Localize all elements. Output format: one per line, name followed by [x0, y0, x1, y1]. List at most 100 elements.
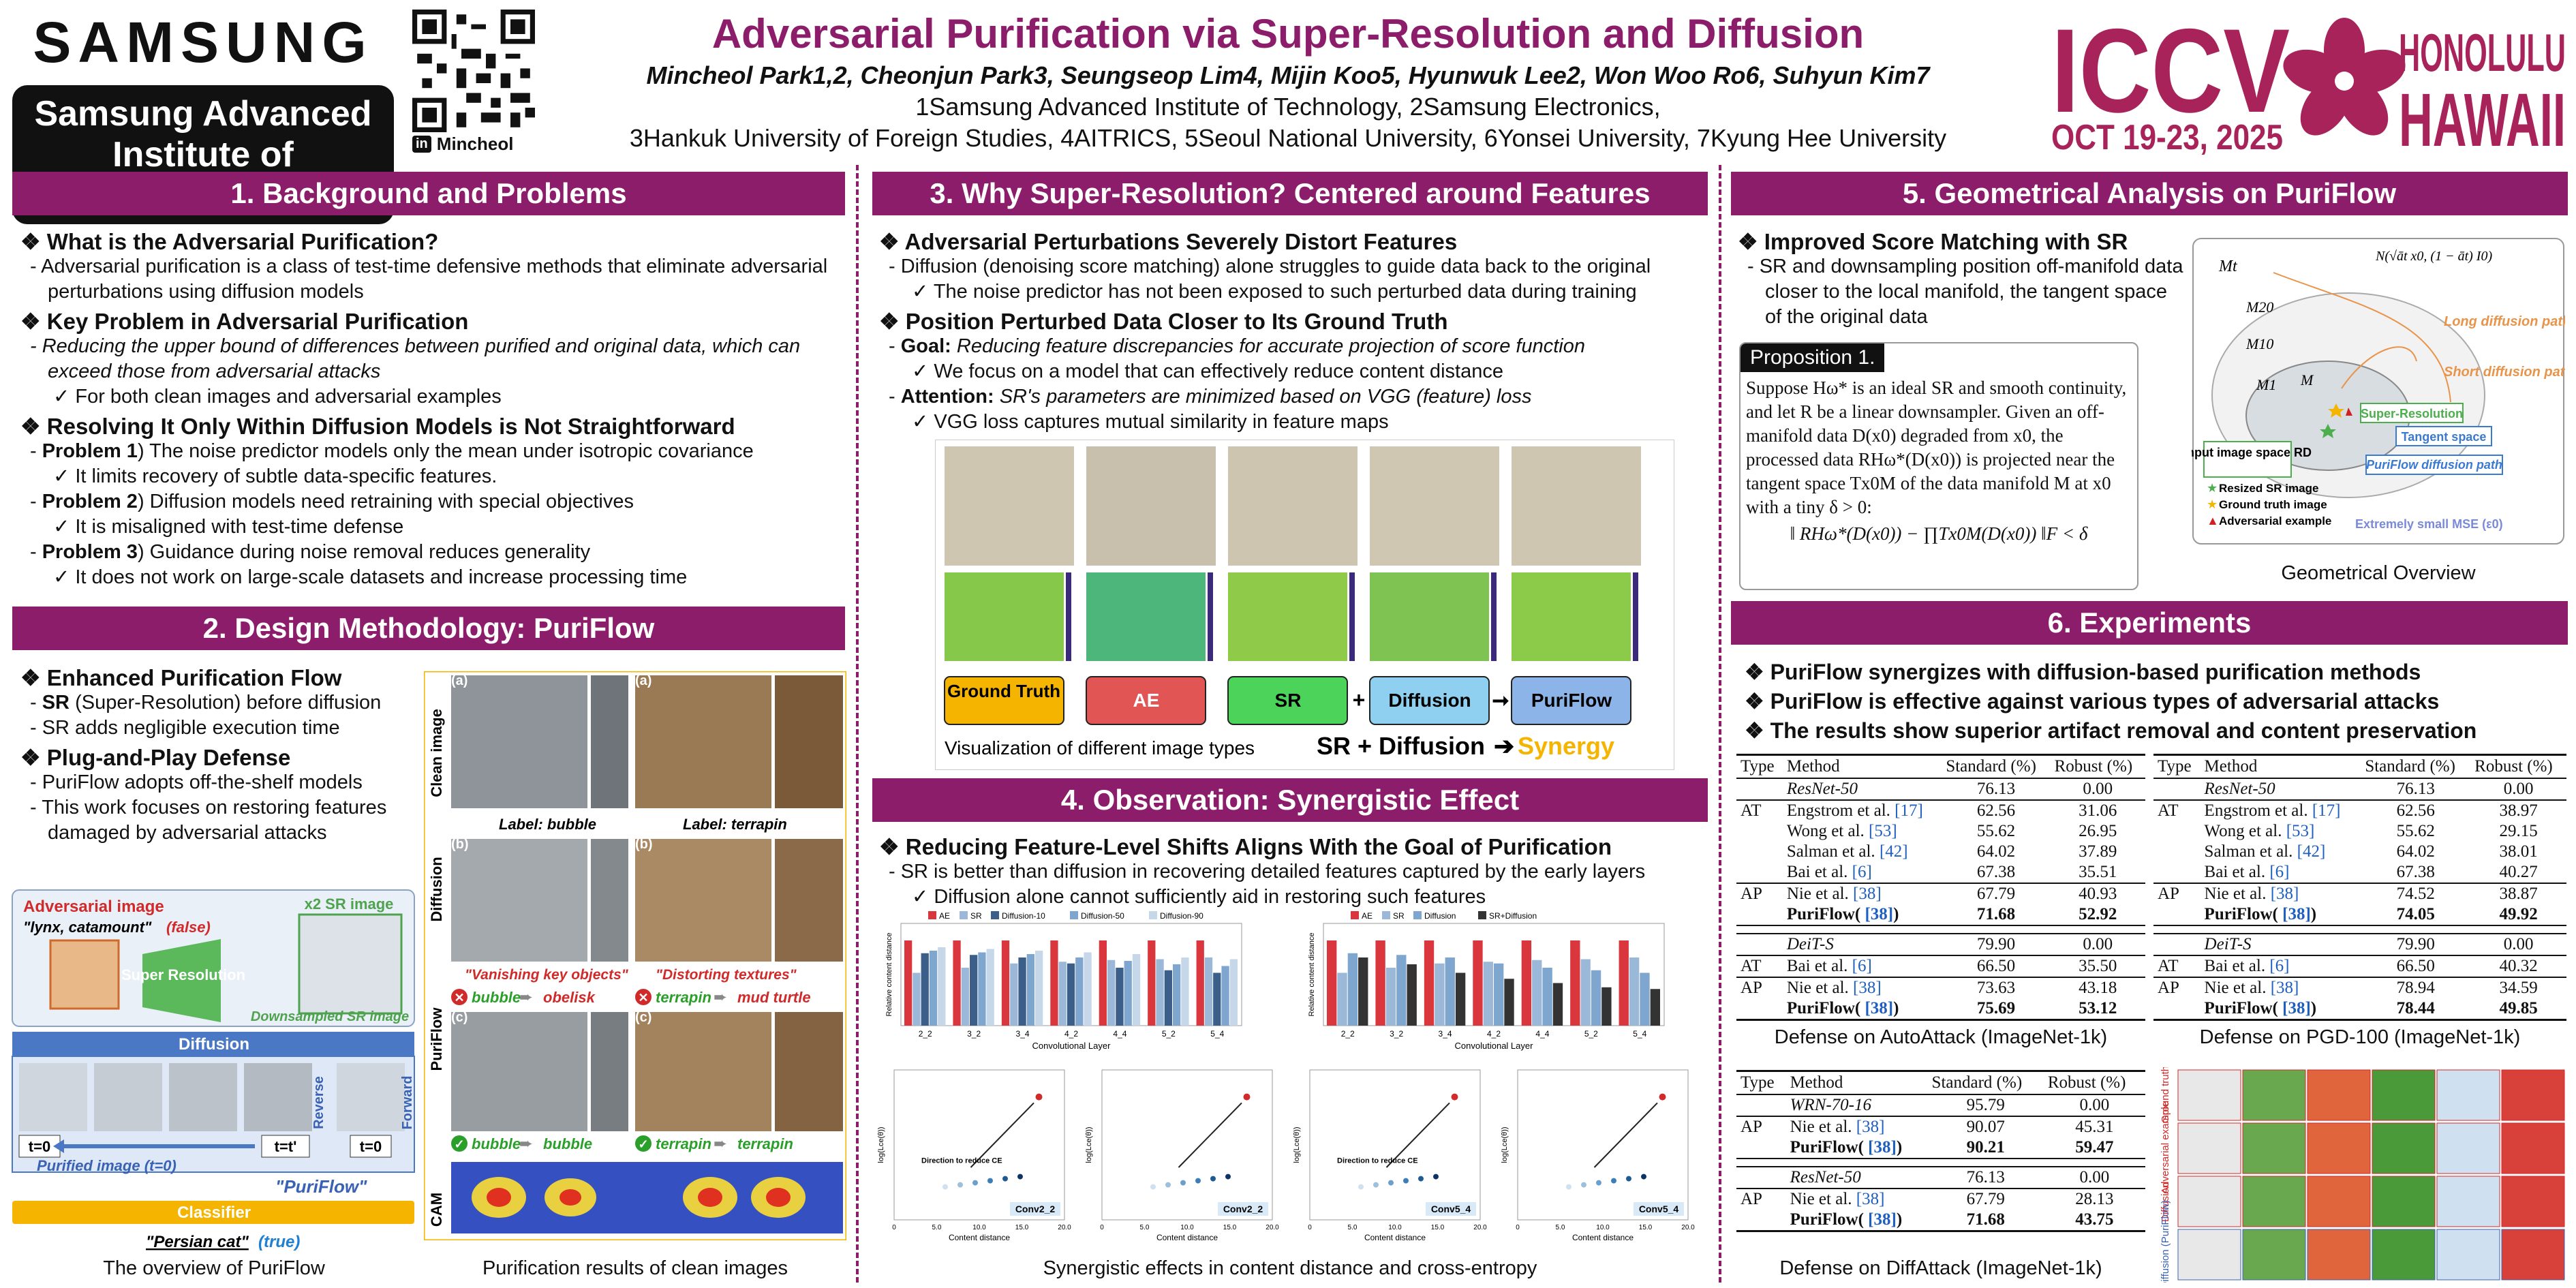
y-axis-label: Relative content distance [885, 933, 893, 1017]
legend-label: SR [970, 911, 982, 921]
citation-link[interactable]: [38] [1856, 1190, 1885, 1208]
s3-check-2: We focus on a model that can effectively… [879, 359, 1707, 384]
citation-link[interactable]: [6] [1852, 957, 1872, 975]
bar-ae [1619, 940, 1629, 1026]
citation-link[interactable]: [38] [1865, 905, 1894, 923]
s3-heading-2: Position Perturbed Data Closer to Its Gr… [879, 309, 1707, 334]
svg-text:➨: ➨ [519, 988, 533, 1007]
qr-name: Mincheol [436, 134, 514, 154]
ce-direction-arrow [1593, 1102, 1658, 1168]
adv-title: Adversarial image [23, 898, 164, 916]
citation-link[interactable]: [38] [1868, 1210, 1897, 1229]
qr-label: in Mincheol [412, 134, 549, 155]
s3-goal: Goal: Reducing feature discrepancies for… [879, 334, 1707, 359]
citation-link[interactable]: [38] [1856, 1118, 1885, 1136]
legend-swatch [1070, 911, 1078, 919]
x-tick-label: 15.0 [1431, 1224, 1445, 1231]
table-row: Bai et al. [6] 67.38 40.27 [2204, 863, 2538, 881]
citation-link[interactable]: [6] [2269, 863, 2290, 881]
table-row: AP Nie et al. [38] 67.79 28.13 [1736, 1188, 2145, 1210]
bar-ae [1424, 940, 1435, 1026]
citation-link[interactable]: [38] [2282, 905, 2311, 923]
panel-label: Conv2_2 [1223, 1203, 1263, 1214]
citation-link[interactable]: [6] [1852, 863, 1872, 881]
bar-sr [1204, 957, 1213, 1026]
tangent-label: Tangent space [2402, 430, 2487, 444]
content-distance-bar-charts: 2_2 3_2 3_4 4_2 4_4 5_2 5_4 Convolutional Layer… [885, 911, 1665, 1051]
svg-text:➨: ➨ [714, 988, 727, 1007]
s6-bullet-1: PuriFlow synergizes with diffusion-based… [1745, 660, 2562, 685]
citation-link[interactable]: [42] [1879, 842, 1908, 861]
proposition-text: Suppose Hω* is an ideal SR and smooth co… [1746, 378, 2127, 517]
x-tick-label: 10.0 [1596, 1224, 1610, 1231]
adv-example-marker [2346, 408, 2352, 416]
svg-text:★: ★ [2207, 497, 2218, 511]
geometric-caption: Geometrical Overview [2281, 562, 2476, 584]
scatter-point [1150, 1184, 1156, 1190]
citation-link[interactable]: [6] [2269, 957, 2290, 975]
s5-item-1: SR and downsampling position off-manifol… [1738, 254, 2188, 330]
sr-trapezoid [142, 939, 221, 1022]
method-name: Salman et al. [1786, 842, 1875, 861]
table-row: PuriFlow( [38]) 71.68 43.75 [1790, 1210, 2114, 1229]
scatter-point [1433, 1174, 1439, 1180]
y-axis-label: log(Lce(θ)) [1085, 1126, 1093, 1163]
bar-diffusion-90 [938, 947, 946, 1026]
citation-link[interactable]: [38] [2270, 885, 2299, 903]
row-cam-label: CAM [428, 1193, 445, 1227]
table-row: PuriFlow( [38]) 74.05 49.92 [2204, 905, 2538, 923]
bar-sr [1337, 972, 1347, 1026]
x-tick-label: 0 [1308, 1224, 1312, 1231]
bar-diffusion-50 [1026, 954, 1034, 1026]
table-row: AP Nie et al. [38] 73.63 43.18 [1736, 977, 2145, 998]
s1-item-2: Reducing the upper bound of differences … [20, 334, 838, 384]
citation-link[interactable]: [53] [1869, 822, 1897, 840]
s3-check-3: VGG loss captures mutual similarity in f… [879, 410, 1707, 435]
arrow-sign: ➞ [1492, 690, 1509, 712]
scatter-point [1418, 1176, 1424, 1182]
x-tick-label: 4_2 [1064, 1029, 1078, 1039]
tile-gt [944, 676, 1064, 725]
ce-direction-arrow [1178, 1102, 1242, 1168]
citation-link[interactable]: [42] [2297, 842, 2326, 861]
citation-link[interactable]: [38] [1853, 885, 1882, 903]
model-row: WRN-70-16 95.79 0.00 [1790, 1096, 2110, 1114]
feature-visualization-figure: Ground Truth AE SR + Diffusion ➞ PuriFlo… [935, 440, 1674, 770]
sait-line1: Samsung Advanced [34, 94, 372, 134]
qualitative-tile [2436, 1122, 2500, 1174]
section-2-body: Enhanced Purification Flow SR (Super-Res… [20, 661, 416, 846]
citation-link[interactable]: [17] [1895, 801, 1923, 820]
citation-link[interactable]: [38] [1868, 1138, 1897, 1156]
caption-diffattack: Defense on DiffAttack (ImageNet-1k) [1779, 1257, 2102, 1279]
legend-label: Diffusion-90 [1160, 911, 1203, 921]
citation-link[interactable]: [53] [2286, 822, 2315, 840]
citation-link[interactable]: [38] [2282, 999, 2311, 1017]
row-clean-label: Clean image [428, 709, 445, 797]
table-row: AP Nie et al. [38] 78.94 34.59 [2153, 977, 2566, 998]
x-tick-label: 5.0 [1140, 1224, 1150, 1231]
method-name: Wong et al. [1786, 822, 1865, 840]
problem-2-label: Problem 2 [42, 491, 138, 512]
puriflow-overview-figure: Adversarial image "lynx, catamount" (fal… [12, 889, 415, 1251]
x-axis-label: Convolutional Layer [1032, 1041, 1111, 1051]
results-caption: Purification results of clean images [482, 1257, 788, 1279]
citation-link[interactable]: [38] [1865, 999, 1894, 1017]
svg-text:✕: ✕ [454, 991, 464, 1005]
s2-item-3: PuriFlow adopts off-the-shelf models [20, 770, 416, 795]
bad1-from: bubble [472, 989, 521, 1006]
bar-diffusion-90 [1084, 952, 1092, 1026]
scatter-point [1403, 1178, 1409, 1184]
tprime-label: t=t' [275, 1138, 297, 1155]
citation-link[interactable]: [38] [1853, 979, 1882, 997]
x-tick-label: 3_4 [1016, 1029, 1030, 1039]
qr-code[interactable] [412, 10, 535, 132]
puriflow-path-label: PuriFlow diffusion path [2366, 458, 2502, 472]
citation-link[interactable]: [38] [2270, 979, 2299, 997]
scatter-point [1611, 1178, 1616, 1184]
citation-link[interactable]: [17] [2312, 801, 2341, 820]
s4-check-1: Diffusion alone cannot sufficiently aid … [879, 885, 1707, 910]
tile-ae-text: AE [1133, 690, 1160, 711]
bar-diffusion-10 [1116, 968, 1124, 1026]
s3-heading-1: Adversarial Perturbations Severely Disto… [879, 229, 1707, 254]
tag-c-1: (c) [451, 1010, 467, 1025]
